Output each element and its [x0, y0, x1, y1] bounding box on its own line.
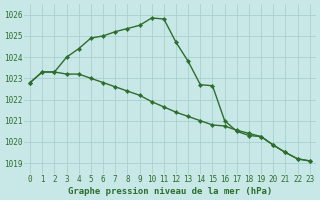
X-axis label: Graphe pression niveau de la mer (hPa): Graphe pression niveau de la mer (hPa) [68, 187, 272, 196]
